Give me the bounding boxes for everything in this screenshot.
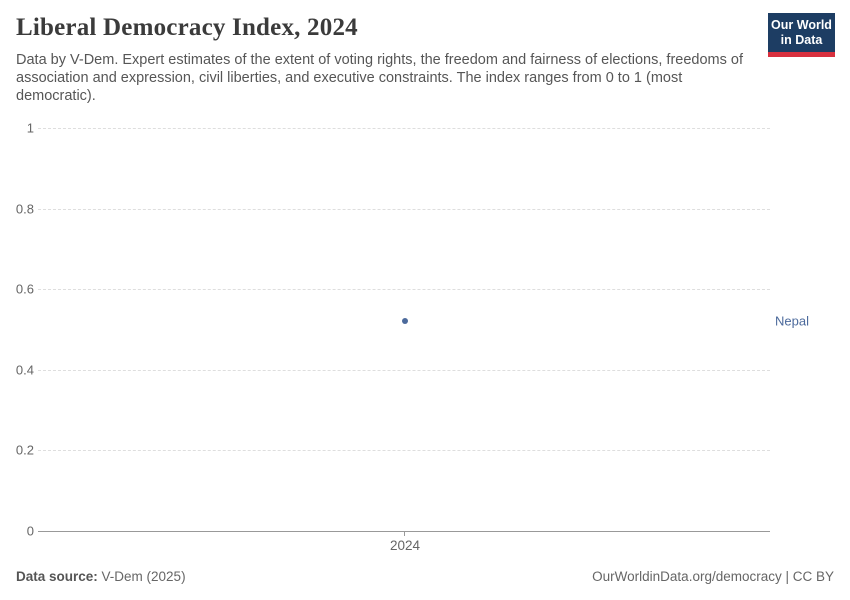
y-tick-label-0.6: 0.6 <box>15 281 34 297</box>
gridline-0.8 <box>38 208 770 210</box>
y-tick-label-0.2: 0.2 <box>15 442 34 458</box>
owid-logo[interactable]: Our World in Data <box>768 13 835 57</box>
data-point-nepal[interactable] <box>402 318 408 324</box>
y-tick-label-0.8: 0.8 <box>15 201 34 217</box>
owid-logo-line2: in Data <box>780 33 823 47</box>
data-source-note: Data source: V-Dem (2025) <box>16 569 186 584</box>
x-tick-mark-2024 <box>404 531 405 536</box>
series-label-nepal[interactable]: Nepal <box>775 313 809 329</box>
credit-link[interactable]: OurWorldinData.org/democracy | CC BY <box>592 569 834 584</box>
y-tick-label-1.0: 1 <box>26 120 34 136</box>
gridline-0.2 <box>38 450 770 452</box>
gridline-0.6 <box>38 289 770 291</box>
gridline-0.4 <box>38 369 770 371</box>
chart-subtitle: Data by V-Dem. Expert estimates of the e… <box>16 52 743 104</box>
owid-logo-line1: Our World <box>771 18 832 32</box>
gridline-1.0 <box>38 128 770 129</box>
data-source-label: Data source: <box>16 569 98 584</box>
y-tick-label-0.4: 0.4 <box>15 362 34 378</box>
x-tick-label-2024: 2024 <box>389 538 421 553</box>
page-title: Liberal Democracy Index, 2024 <box>16 14 358 41</box>
data-source-value: V-Dem (2025) <box>97 569 186 584</box>
y-tick-label-0: 0 <box>26 523 34 539</box>
